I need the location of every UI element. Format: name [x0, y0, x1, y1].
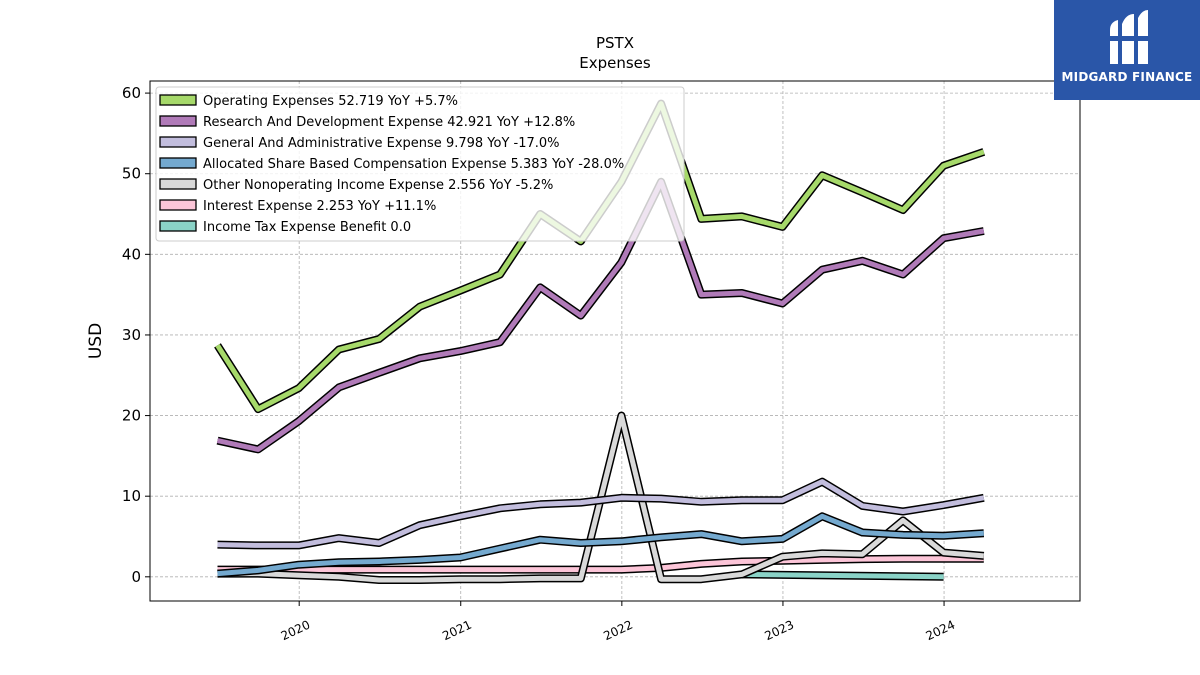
legend-label-income-tax-expense-benefit: Income Tax Expense Benefit 0.0 — [203, 220, 411, 235]
plot-frame — [149, 80, 1081, 602]
x-tick-label: 2021 — [440, 618, 474, 644]
legend-swatch-research-and-development-expense — [159, 115, 197, 127]
y-tick-label: 60 — [122, 84, 141, 102]
y-tick-label: 40 — [122, 245, 141, 263]
logo-mark-icon — [1106, 10, 1150, 64]
legend-label-other-nonoperating-income-expense: Other Nonoperating Income Expense 2.556 … — [203, 178, 553, 193]
legend-swatch-other-nonoperating-income-expense — [159, 178, 197, 190]
legend-label-interest-expense: Interest Expense 2.253 YoY +11.1% — [203, 199, 436, 214]
x-tick-label: 2024 — [924, 618, 958, 644]
legend-label-general-and-administrative-expense: General And Administrative Expense 9.798… — [203, 136, 560, 151]
legend-swatch-operating-expenses — [159, 94, 197, 106]
x-tick-label: 2020 — [279, 618, 313, 644]
y-tick-label: 20 — [122, 407, 141, 425]
series-line-research-and-development-expense — [216, 179, 985, 452]
y-axis: 0 10 20 30 40 50 60 — [122, 84, 150, 586]
legend-swatch-interest-expense — [159, 199, 197, 211]
x-axis: 2020 2021 2022 2023 2024 — [279, 601, 957, 643]
legend-label-allocated-share-based-compensation-expense: Allocated Share Based Compensation Expen… — [203, 157, 624, 172]
logo-text: MIDGARD FINANCE — [1061, 70, 1193, 84]
y-tick-label: 10 — [122, 487, 141, 505]
legend-label-research-and-development-expense: Research And Development Expense 42.921 … — [203, 115, 575, 130]
legend-swatch-income-tax-expense-benefit — [159, 220, 197, 232]
legend: Operating Expenses 52.719 YoY +5.7% Resea… — [155, 86, 685, 242]
chart-title: PSTX — [596, 34, 634, 52]
y-tick-label: 50 — [122, 165, 141, 183]
x-tick-label: 2022 — [601, 618, 635, 644]
y-tick-label: 0 — [131, 568, 141, 586]
series-line-general-and-administrative-expense — [217, 479, 985, 548]
legend-swatch-general-and-administrative-expense — [159, 136, 197, 148]
series-line-allocated-share-based-compensation-expense — [217, 513, 984, 577]
y-tick-label: 30 — [122, 326, 141, 344]
legend-box — [155, 86, 685, 242]
legend-label-operating-expenses: Operating Expenses 52.719 YoY +5.7% — [203, 94, 458, 109]
x-tick-label: 2023 — [762, 618, 796, 644]
series-line-interest-expense — [217, 556, 984, 573]
legend-swatch-allocated-share-based-compensation-expense — [159, 157, 197, 169]
chart-subtitle: Expenses — [579, 54, 651, 72]
midgard-finance-logo: MIDGARD FINANCE — [1054, 0, 1200, 100]
series-line-income-tax-expense-benefit — [741, 571, 944, 580]
y-axis-label: USD — [86, 323, 106, 359]
